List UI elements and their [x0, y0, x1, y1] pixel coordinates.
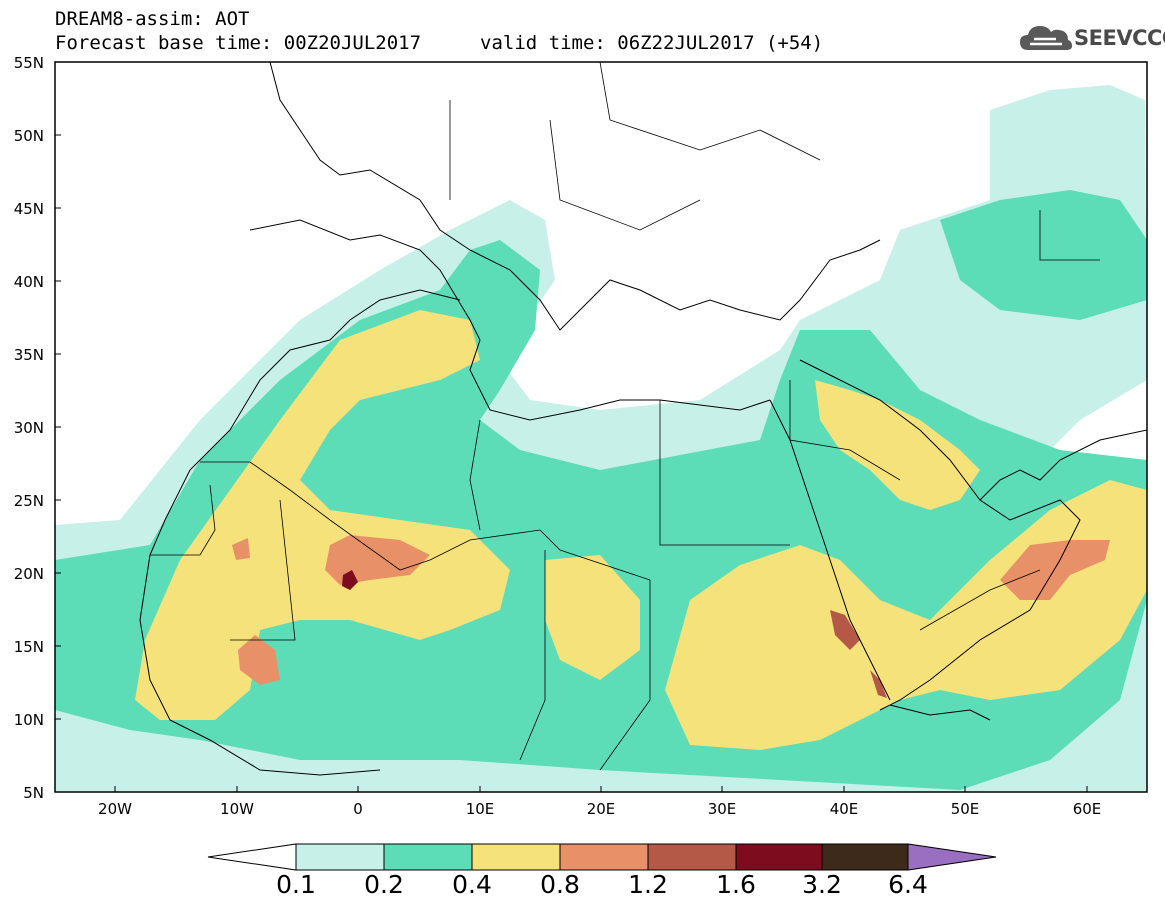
axis-ticks	[55, 134, 1088, 792]
colorbar-arrow-right	[907, 843, 997, 871]
colorbar-label: 1.2	[628, 870, 668, 899]
colorbar-label: 1.6	[716, 870, 756, 899]
lat-tick-label: 55N	[13, 54, 44, 72]
colorbar-label: 3.2	[802, 870, 842, 899]
colorbar-label: 0.2	[364, 870, 404, 899]
lat-tick-label: 45N	[13, 200, 44, 218]
lat-tick-label: 15N	[13, 638, 44, 656]
aot-field-1.2	[830, 610, 860, 650]
aot-field-0.4	[815, 380, 980, 510]
colorbar-bin	[647, 843, 737, 871]
colorbar-label: 0.4	[452, 870, 492, 899]
coastlines	[139, 62, 1147, 776]
borders	[150, 62, 1100, 771]
lat-tick-label: 5N	[23, 784, 44, 802]
map-title: DREAM8-assim: AOT	[55, 8, 250, 30]
lat-tick-label: 35N	[13, 346, 44, 364]
valid-time: valid time: 06Z22JUL2017 (+54)	[480, 32, 824, 54]
aot-field-1.2	[870, 670, 887, 698]
lat-tick-label: 50N	[13, 127, 44, 145]
aot-field-1.6	[342, 570, 358, 590]
lon-tick-label: 60E	[1072, 800, 1102, 818]
lon-tick-label: 30E	[707, 800, 737, 818]
colorbar-label: 0.8	[540, 870, 580, 899]
colorbar	[207, 843, 997, 871]
lat-tick-label: 40N	[13, 273, 44, 291]
aot-contours	[55, 85, 1147, 792]
forecast-base-time: Forecast base time: 00Z20JUL2017	[55, 32, 422, 54]
lat-tick-label: 25N	[13, 492, 44, 510]
lon-tick-label: 50E	[950, 800, 980, 818]
logo-text: SEEVCCC	[1074, 26, 1165, 50]
seevccc-logo: SEEVCCC	[1018, 20, 1165, 56]
colorbar-bin	[471, 843, 561, 871]
lat-tick-label: 10N	[13, 711, 44, 729]
colorbar-bin	[735, 843, 823, 871]
lon-tick-label: 10E	[465, 800, 495, 818]
plot-frame	[54, 61, 1148, 793]
colorbar-bin	[383, 843, 473, 871]
colorbar-label: 0.1	[276, 870, 316, 899]
lon-tick-label: 20W	[98, 800, 132, 818]
aot-field-0.8	[1000, 540, 1110, 600]
colorbar-label: 6.4	[888, 870, 928, 899]
lat-tick-label: 20N	[13, 565, 44, 583]
colorbar-bin	[295, 843, 385, 871]
colorbar-bin	[559, 843, 649, 871]
colorbar-arrow-left	[207, 843, 297, 871]
aot-field-0.8	[238, 635, 280, 685]
lat-tick-label: 30N	[13, 419, 44, 437]
lon-tick-label: 20E	[586, 800, 616, 818]
aot-field-0.4	[665, 480, 1147, 750]
lon-tick-label: 40E	[829, 800, 859, 818]
colorbar-bin	[821, 843, 909, 871]
aot-field-0.8	[232, 538, 250, 560]
cloud-icon	[1020, 26, 1072, 50]
lon-tick-label: 0	[353, 800, 363, 818]
aot-field-0.4	[545, 555, 640, 680]
aot-field-0.4	[135, 310, 510, 720]
lon-tick-label: 10W	[220, 800, 254, 818]
